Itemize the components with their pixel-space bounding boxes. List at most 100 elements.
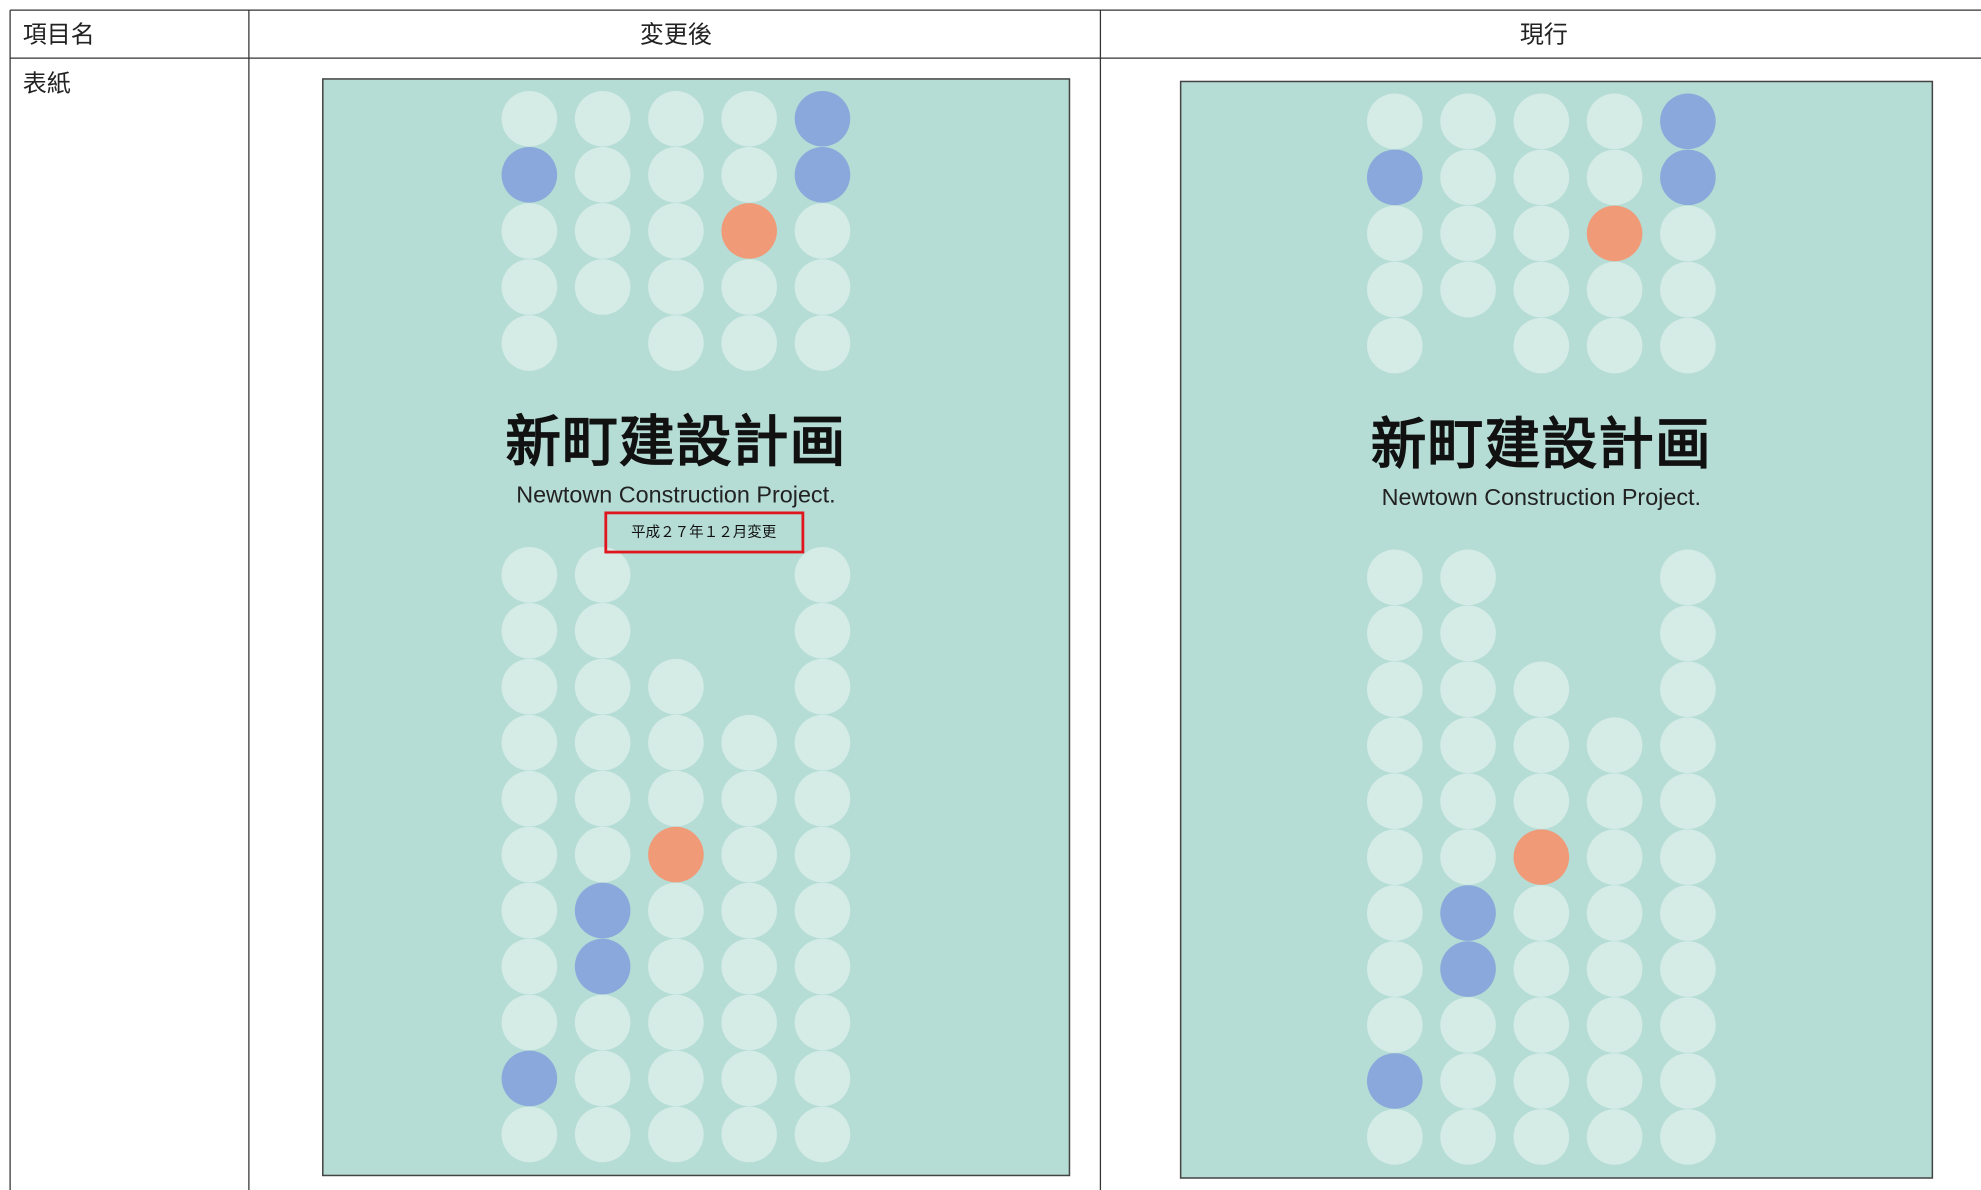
decor-circle [574, 546, 631, 603]
cover-current: 新町建設計画 Newtown Construction Project. [1179, 80, 1934, 1179]
decor-circle [1366, 997, 1423, 1053]
decor-circle [1366, 93, 1423, 150]
decor-circle [1513, 717, 1570, 773]
decor-circle [501, 882, 558, 939]
decor-circle [1440, 885, 1496, 941]
decor-circle [1660, 885, 1716, 941]
decor-circle [574, 90, 631, 147]
decor-circle [721, 147, 777, 203]
decor-circle [648, 826, 704, 883]
decor-circle [1660, 997, 1716, 1053]
decor-circle [1440, 205, 1496, 262]
decor-circle [648, 203, 704, 259]
decor-circle [794, 203, 851, 259]
decor-circle [794, 90, 851, 147]
cover-background [1179, 80, 1934, 1179]
decor-circle [1513, 661, 1570, 718]
decor-circle [1513, 261, 1570, 318]
decor-circle [1660, 205, 1716, 262]
decor-circle [721, 1106, 777, 1163]
decor-circle [1586, 717, 1643, 773]
decor-circle [794, 546, 851, 603]
decor-circle [501, 658, 558, 715]
decor-circle [794, 714, 851, 771]
decor-circle [1440, 941, 1496, 997]
decor-circle [501, 770, 558, 827]
decor-circle [574, 1106, 631, 1163]
decor-circle [794, 938, 851, 995]
decor-circle [574, 882, 631, 939]
decor-circle [1366, 717, 1423, 773]
decor-circle [1586, 1109, 1643, 1165]
decor-circle [648, 1106, 704, 1163]
decor-circle [794, 147, 851, 203]
decor-circle [794, 882, 851, 939]
decor-circle [1366, 885, 1423, 941]
header-cell: 現行 [1520, 20, 1568, 48]
header-cell: 項目名 [23, 20, 95, 48]
decor-circle [648, 1050, 704, 1107]
decor-circle [721, 259, 777, 315]
decor-circle [501, 259, 558, 315]
decor-circle [648, 770, 704, 827]
decor-circle [1513, 773, 1570, 829]
decor-circle [1660, 149, 1716, 206]
decor-circle [1513, 1053, 1570, 1109]
decor-circle [1440, 1053, 1496, 1109]
decor-circle [721, 826, 777, 883]
decor-circle [1586, 93, 1643, 150]
cover-revised: 新町建設計画 Newtown Construction Project. 平成２７年… [322, 78, 1071, 1177]
decor-circle [1660, 317, 1716, 374]
decor-circle [1513, 885, 1570, 941]
decor-circle [574, 938, 631, 995]
decor-circle [1513, 205, 1570, 262]
decor-circle [1586, 773, 1643, 829]
decor-circle [794, 770, 851, 827]
decor-circle [1366, 261, 1423, 318]
decor-circle [648, 994, 704, 1051]
decor-circle [1660, 549, 1716, 606]
decor-circle [1586, 261, 1643, 318]
decor-circle [1513, 317, 1570, 374]
decor-circle [1660, 773, 1716, 829]
decor-circle [1660, 605, 1716, 662]
decor-circle [501, 1050, 558, 1107]
decor-circle [1366, 1109, 1423, 1165]
highlight-box [604, 511, 805, 554]
decor-circle [501, 826, 558, 883]
header-cell: 変更後 [640, 20, 712, 48]
row-label: 表紙 [23, 70, 71, 98]
decor-circle [648, 147, 704, 203]
decor-circle [1586, 1053, 1643, 1109]
decor-circle [1440, 661, 1496, 718]
decor-circle [501, 90, 558, 147]
decor-circle [1660, 93, 1716, 150]
decor-circle [574, 658, 631, 715]
decor-circle [648, 259, 704, 315]
decor-circle [1586, 997, 1643, 1053]
decor-circle [721, 770, 777, 827]
decor-circle [648, 938, 704, 995]
decor-circle [501, 1106, 558, 1163]
decor-circle [1513, 1109, 1570, 1165]
decor-circle [794, 315, 851, 371]
decor-circle [574, 826, 631, 883]
decor-circle [1440, 93, 1496, 150]
decor-circle [574, 203, 631, 259]
decor-circle [1660, 717, 1716, 773]
decor-circle [1586, 205, 1643, 262]
decor-circle [648, 714, 704, 771]
decor-circle [1660, 941, 1716, 997]
decor-circle [574, 1050, 631, 1107]
decor-circle [501, 714, 558, 771]
decor-circle [794, 658, 851, 715]
decor-circle [721, 882, 777, 939]
decor-circle [1366, 317, 1423, 374]
decor-circle [721, 315, 777, 371]
decor-circle [1586, 829, 1643, 885]
decor-circle [794, 826, 851, 883]
decor-circle [1440, 605, 1496, 662]
cover-note: 平成２７年１２月変更 [631, 524, 777, 541]
decor-circle [501, 315, 558, 371]
